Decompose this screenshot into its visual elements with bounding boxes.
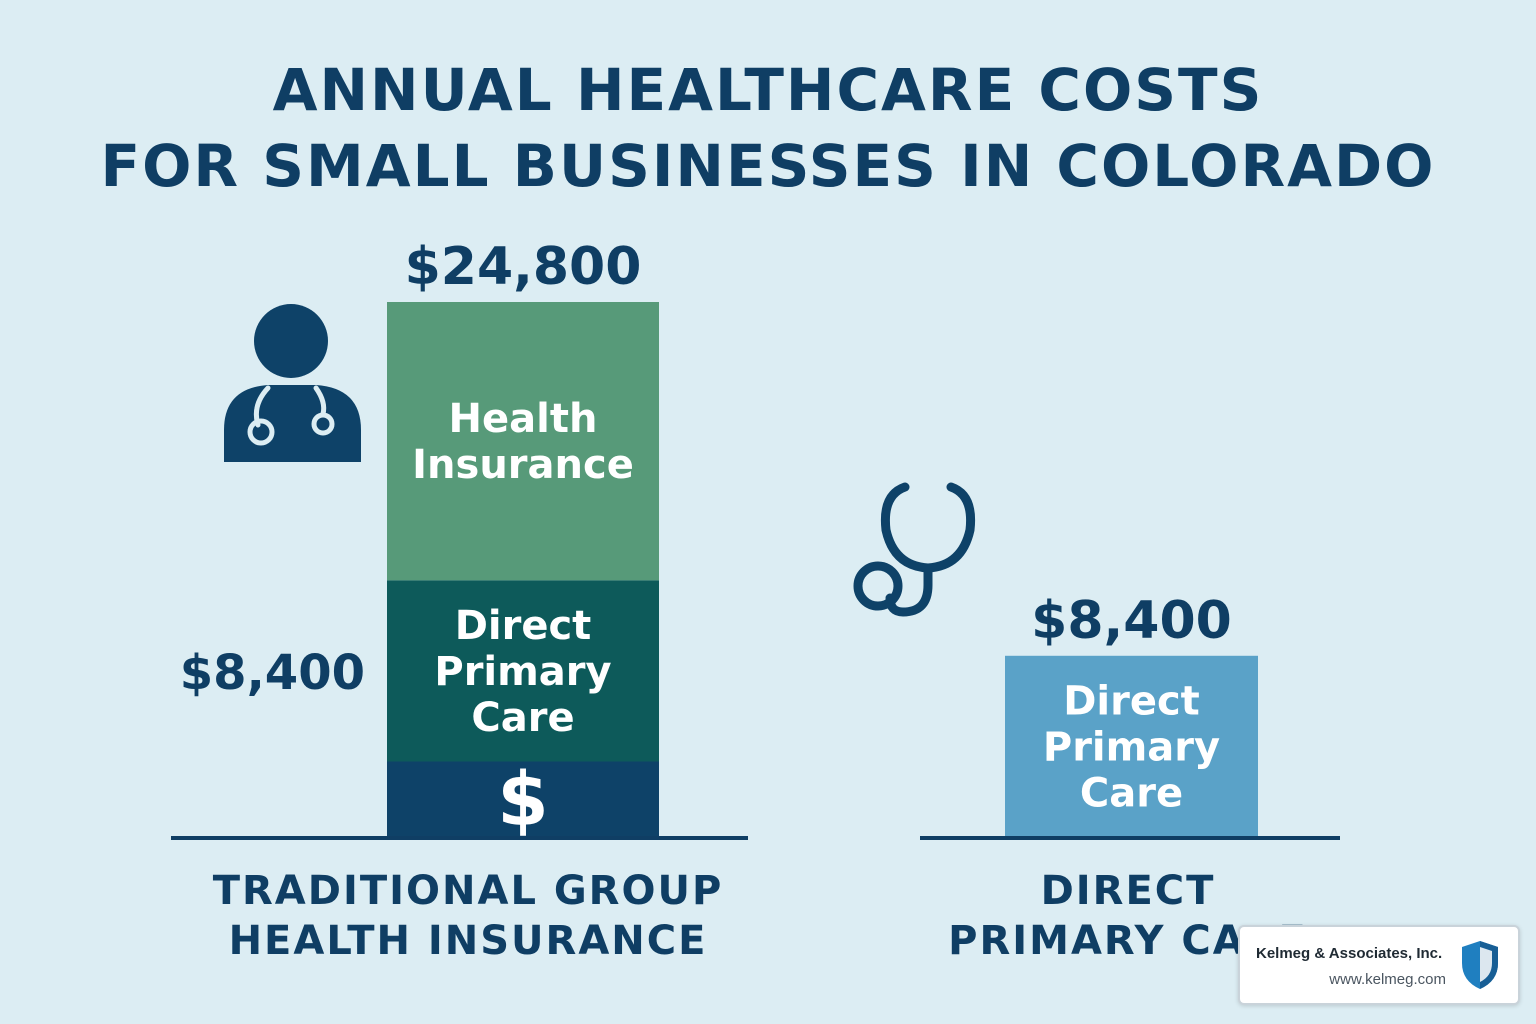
total-value-label: $24,800 — [405, 237, 642, 297]
company-url: www.kelmeg.com — [1329, 971, 1446, 988]
chart-title-line-1: ANNUAL HEALTHCARE COSTS — [272, 56, 1264, 124]
company-name: Kelmeg & Associates, Inc. — [1256, 945, 1443, 962]
bar-segment-label-direct-primary-care: Direct Primary Care — [434, 603, 611, 741]
chart-title-line-2: FOR SMALL BUSINESSES IN COLORADO — [100, 132, 1436, 200]
side-value-label: $8,400 — [180, 645, 365, 701]
chart-title: ANNUAL HEALTHCARE COSTS FOR SMALL BUSINE… — [0, 52, 1536, 204]
dollar-sign-icon: $ — [497, 757, 549, 843]
bar-segment-label-direct-primary-care: Direct Primary Care — [1043, 678, 1220, 816]
total-value-label: $8,400 — [1031, 591, 1232, 651]
category-label: TRADITIONAL GROUP HEALTH INSURANCE — [213, 868, 724, 964]
bar-segment-health-insurance — [387, 302, 659, 581]
company-logo-card: Kelmeg & Associates, Inc. www.kelmeg.com — [1238, 925, 1520, 1005]
shield-icon — [1462, 941, 1498, 989]
doctor-icon — [224, 304, 361, 462]
bar-segment-direct-primary-care — [1005, 655, 1258, 837]
stethoscope-icon — [853, 482, 976, 617]
bar-segment-base — [387, 761, 659, 837]
bar-segment-direct-primary-care — [387, 580, 659, 762]
bar-segment-label-health-insurance: Health Insurance — [412, 396, 634, 488]
